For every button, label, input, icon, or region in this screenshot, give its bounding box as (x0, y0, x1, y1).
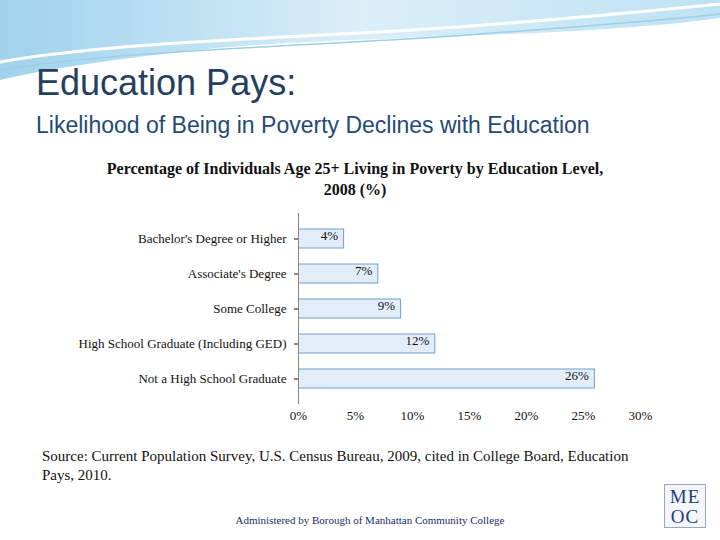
html-text:OC: OC (670, 506, 700, 527)
html-text:Percentage of Individuals Age: Percentage of Individuals Age 25+ Living… (106, 160, 604, 198)
svg-text:30%: 30% (629, 408, 653, 423)
svg-text:12%: 12% (405, 333, 429, 348)
html-text:Administered by Borough of Man: Administered by Borough of Manhattan Com… (235, 514, 505, 526)
svg-text:26%: 26% (565, 368, 589, 383)
svg-text:25%: 25% (572, 408, 596, 423)
svg-text:5%: 5% (347, 408, 365, 423)
svg-text:7%: 7% (355, 263, 373, 278)
svg-text:15%: 15% (458, 408, 482, 423)
svg-text:4%: 4% (321, 228, 339, 243)
svg-text:High School Graduate (Includin: High School Graduate (Including GED) (79, 336, 287, 351)
html-text:Likelihood of Being in Poverty: Likelihood of Being in Poverty Declines … (36, 112, 590, 138)
svg-text:20%: 20% (515, 408, 539, 423)
html-text:Education Pays:: Education Pays: (36, 62, 297, 103)
svg-text:0%: 0% (290, 408, 308, 423)
svg-text:Bachelor's Degree or Higher: Bachelor's Degree or Higher (138, 231, 287, 246)
html-text:Source: Current Population Sur: Source: Current Population Survey, U.S. … (42, 448, 629, 483)
html-text:ME: ME (669, 486, 701, 507)
svg-text:Not a High School Graduate: Not a High School Graduate (138, 371, 286, 386)
svg-text:Associate's Degree: Associate's Degree (188, 266, 287, 281)
svg-text:Some College: Some College (213, 301, 287, 316)
svg-text:10%: 10% (401, 408, 425, 423)
svg-text:9%: 9% (378, 298, 396, 313)
